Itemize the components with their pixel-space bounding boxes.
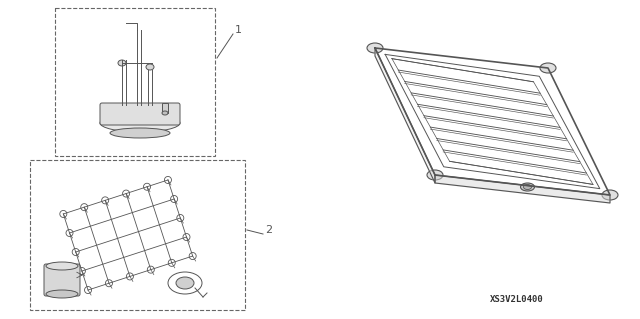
Text: 1: 1 <box>235 25 242 35</box>
Ellipse shape <box>602 190 618 200</box>
Ellipse shape <box>367 43 383 53</box>
Text: 2: 2 <box>265 225 272 235</box>
Ellipse shape <box>520 183 534 191</box>
Ellipse shape <box>176 277 194 289</box>
Polygon shape <box>435 175 610 203</box>
FancyBboxPatch shape <box>100 103 180 125</box>
Bar <box>30 160 245 310</box>
Ellipse shape <box>46 290 78 298</box>
Ellipse shape <box>540 63 556 73</box>
Ellipse shape <box>118 60 126 66</box>
Ellipse shape <box>427 170 443 180</box>
Ellipse shape <box>100 114 180 132</box>
FancyBboxPatch shape <box>44 264 80 296</box>
Ellipse shape <box>46 262 78 270</box>
Bar <box>55 8 215 156</box>
Bar <box>162 103 168 113</box>
Ellipse shape <box>146 64 154 70</box>
Text: XS3V2L0400: XS3V2L0400 <box>490 295 544 305</box>
Ellipse shape <box>162 111 168 115</box>
Ellipse shape <box>110 128 170 138</box>
Polygon shape <box>375 48 435 183</box>
Ellipse shape <box>524 184 531 189</box>
